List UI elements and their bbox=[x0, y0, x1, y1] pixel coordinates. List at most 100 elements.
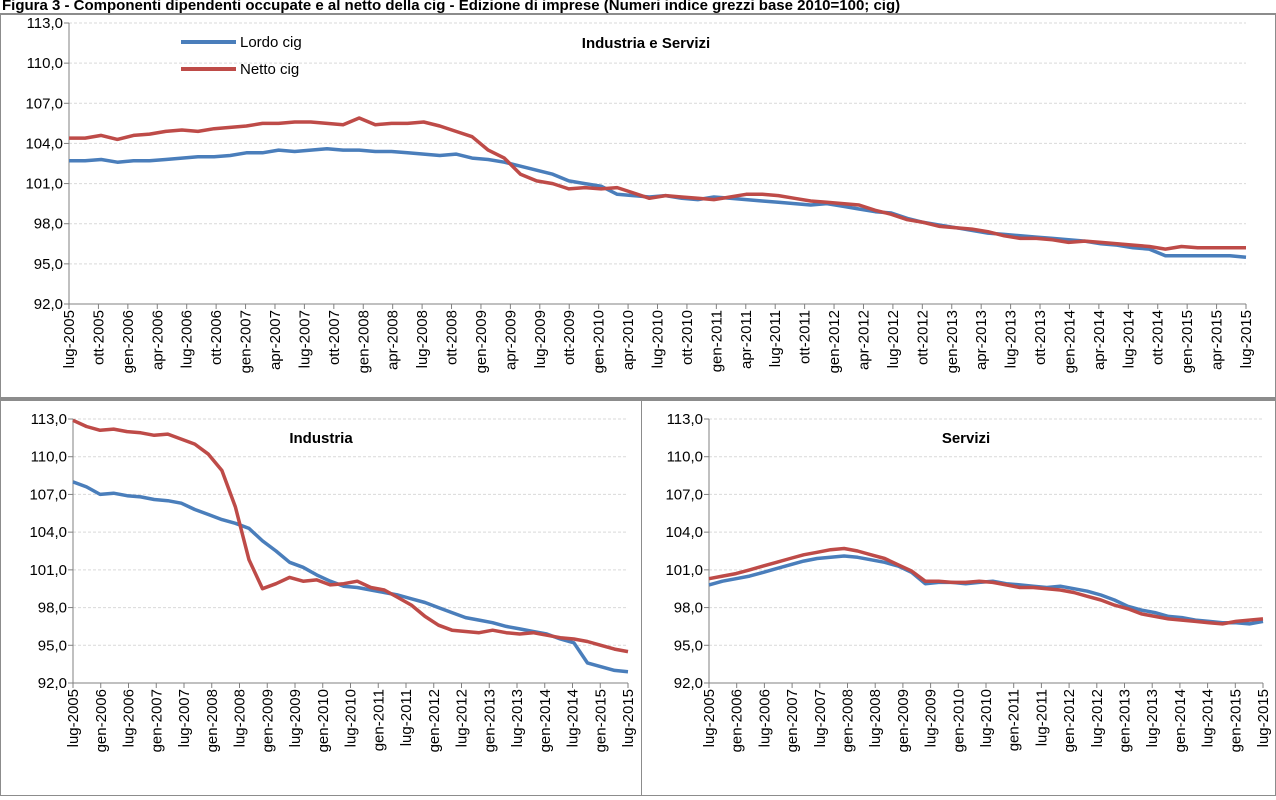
chart-panel-industria: 92,0 95,0 98,0 101,0 104,0 107,0 110,0 113,0 lug… bbox=[0, 398, 642, 796]
chart-panel-servizi: 92,0 95,0 98,0 101,0 104,0 107,0 110,0 113,0 lug… bbox=[641, 398, 1276, 796]
x-tick-label: ott-2009 bbox=[561, 310, 578, 365]
y-tick-label: 101,0 bbox=[665, 562, 703, 579]
x-tick-label: gen-2009 bbox=[259, 689, 276, 752]
y-tick-label: 104,0 bbox=[25, 135, 63, 152]
x-tick-label: gen-2010 bbox=[591, 310, 608, 373]
x-tick-label: apr-2011 bbox=[738, 310, 755, 369]
y-tick-label: 107,0 bbox=[25, 95, 63, 112]
x-tick-label: lug-2012 bbox=[885, 310, 902, 368]
x-tick-label: gen-2012 bbox=[1061, 689, 1078, 752]
x-tick-label: apr-2014 bbox=[1091, 310, 1108, 370]
x-tick-label: apr-2008 bbox=[385, 310, 402, 370]
x-tick-label: apr-2009 bbox=[502, 310, 519, 370]
y-tick-label: 110,0 bbox=[667, 449, 703, 466]
x-tick-label: gen-2007 bbox=[148, 689, 165, 752]
x-tick-label: lug-2008 bbox=[414, 310, 431, 368]
x-tick-label: ott-2008 bbox=[444, 310, 461, 365]
y-tick-label: 98,0 bbox=[674, 600, 703, 617]
series-line-netto-cig bbox=[69, 116, 1246, 251]
x-tick-label: gen-2008 bbox=[355, 310, 372, 373]
x-tick-label: lug-2010 bbox=[978, 689, 995, 747]
x-tick-label: gen-2013 bbox=[944, 310, 961, 373]
x-tick-label: lug-2010 bbox=[343, 689, 360, 747]
x-tick-label: ott-2010 bbox=[679, 310, 696, 365]
series-line-netto-cig bbox=[708, 546, 1264, 626]
x-tick-label: lug-2011 bbox=[767, 310, 784, 367]
y-tick-label: 95,0 bbox=[34, 256, 63, 273]
x-tick-label: gen-2008 bbox=[840, 689, 857, 752]
chart-industria-e-servizi: 92,0 95,0 98,0 101,0 104,0 107,0 110,0 113,0 lug… bbox=[25, 15, 1255, 373]
x-tick-label: lug-2009 bbox=[287, 689, 304, 747]
x-tick-label: gen-2012 bbox=[426, 689, 443, 752]
x-tick-label: lug-2005 bbox=[65, 689, 82, 747]
x-tick-label: ott-2011 bbox=[797, 310, 814, 364]
y-tick-label: 92,0 bbox=[674, 675, 703, 692]
page-title: Figura 3 - Componenti dipendenti occupat… bbox=[2, 0, 901, 14]
x-tick-label: ott-2006 bbox=[208, 310, 225, 365]
x-tick-label: lug-2005 bbox=[61, 310, 78, 368]
x-tick-label: gen-2010 bbox=[315, 689, 332, 752]
chart-panel-industria-e-servizi: 92,0 95,0 98,0 101,0 104,0 107,0 110,0 113,0 lug… bbox=[0, 13, 1276, 398]
series-line-netto-cig bbox=[72, 418, 629, 654]
y-tick-label: 113,0 bbox=[27, 15, 63, 32]
x-tick-label: gen-2010 bbox=[950, 689, 967, 752]
x-tick-label: gen-2006 bbox=[93, 689, 110, 752]
x-tick-label: apr-2007 bbox=[267, 310, 284, 370]
series-line-lordo-cig bbox=[72, 480, 629, 674]
x-tick-label: apr-2010 bbox=[620, 310, 637, 370]
x-tick-label: gen-2012 bbox=[826, 310, 843, 373]
x-tick-label: lug-2013 bbox=[1003, 310, 1020, 368]
x-tick-label: lug-2005 bbox=[701, 689, 718, 747]
y-tick-label: 110,0 bbox=[27, 55, 63, 72]
x-tick-label: apr-2013 bbox=[973, 310, 990, 370]
y-tick-label: 92,0 bbox=[38, 675, 67, 692]
y-tick-label: 113,0 bbox=[667, 411, 703, 428]
series-line-lordo-cig bbox=[708, 554, 1264, 626]
x-tick-label: lug-2007 bbox=[296, 310, 313, 368]
x-tick-label: lug-2006 bbox=[121, 689, 138, 747]
y-tick-label: 107,0 bbox=[29, 486, 67, 503]
y-tick-label: 95,0 bbox=[38, 637, 67, 654]
x-tick-label: lug-2006 bbox=[756, 689, 773, 747]
chart-industria: 92,0 95,0 98,0 101,0 104,0 107,0 110,0 113,0 lug… bbox=[29, 411, 637, 752]
x-tick-label: gen-2011 bbox=[370, 689, 387, 751]
legend-label-netto-cig: Netto cig bbox=[240, 61, 299, 78]
x-tick-label: lug-2014 bbox=[1120, 310, 1137, 368]
chart-servizi: 92,0 95,0 98,0 101,0 104,0 107,0 110,0 113,0 lug… bbox=[665, 411, 1272, 752]
x-tick-label: lug-2008 bbox=[232, 689, 249, 747]
x-tick-label: lug-2012 bbox=[454, 689, 471, 747]
x-tick-label: lug-2015 bbox=[1238, 310, 1255, 368]
x-tick-label: lug-2015 bbox=[620, 689, 637, 747]
y-tick-label: 113,0 bbox=[31, 411, 67, 428]
x-tick-label: ott-2007 bbox=[326, 310, 343, 365]
x-tick-label: gen-2007 bbox=[784, 689, 801, 752]
y-tick-label: 110,0 bbox=[31, 449, 67, 466]
x-tick-label: lug-2015 bbox=[1255, 689, 1272, 747]
x-tick-label: lug-2006 bbox=[179, 310, 196, 368]
chart-title: Servizi bbox=[942, 430, 990, 447]
x-tick-label: gen-2013 bbox=[481, 689, 498, 752]
x-tick-label: lug-2012 bbox=[1089, 689, 1106, 747]
x-tick-label: gen-2011 bbox=[1006, 689, 1023, 751]
x-tick-label: lug-2011 bbox=[398, 689, 415, 746]
x-tick-label: lug-2007 bbox=[176, 689, 193, 747]
x-tick-label: lug-2010 bbox=[650, 310, 667, 368]
x-tick-label: lug-2011 bbox=[1033, 689, 1050, 746]
x-tick-label: gen-2011 bbox=[708, 310, 725, 372]
x-tick-label: lug-2009 bbox=[532, 310, 549, 368]
x-tick-label: lug-2008 bbox=[867, 689, 884, 747]
y-tick-label: 98,0 bbox=[38, 600, 67, 617]
x-tick-label: gen-2009 bbox=[895, 689, 912, 752]
x-tick-label: gen-2008 bbox=[204, 689, 221, 752]
x-tick-label: ott-2012 bbox=[914, 310, 931, 365]
x-tick-label: ott-2013 bbox=[1032, 310, 1049, 365]
y-tick-label: 104,0 bbox=[29, 524, 67, 541]
y-tick-label: 104,0 bbox=[665, 524, 703, 541]
x-tick-label: lug-2013 bbox=[509, 689, 526, 747]
x-tick-label: gen-2014 bbox=[1061, 310, 1078, 373]
x-tick-label: lug-2014 bbox=[1200, 689, 1217, 747]
x-tick-label: apr-2006 bbox=[149, 310, 166, 370]
legend-label-lordo-cig: Lordo cig bbox=[240, 34, 302, 51]
x-tick-label: gen-2015 bbox=[1227, 689, 1244, 752]
x-tick-label: lug-2009 bbox=[923, 689, 940, 747]
